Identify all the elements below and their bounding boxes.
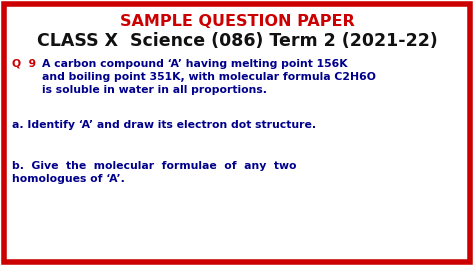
Text: a. Identify ‘A’ and draw its electron dot structure.: a. Identify ‘A’ and draw its electron do… (12, 120, 316, 130)
Text: b.  Give  the  molecular  formulae  of  any  two
homologues of ‘A’.: b. Give the molecular formulae of any tw… (12, 161, 297, 184)
FancyBboxPatch shape (4, 4, 470, 262)
Text: SAMPLE QUESTION PAPER: SAMPLE QUESTION PAPER (119, 14, 355, 29)
Text: Q  9: Q 9 (12, 59, 44, 69)
Text: A carbon compound ‘A’ having melting point 156K
and boiling point 351K, with mol: A carbon compound ‘A’ having melting poi… (42, 59, 376, 95)
Text: CLASS X  Science (086) Term 2 (2021-22): CLASS X Science (086) Term 2 (2021-22) (36, 32, 438, 50)
